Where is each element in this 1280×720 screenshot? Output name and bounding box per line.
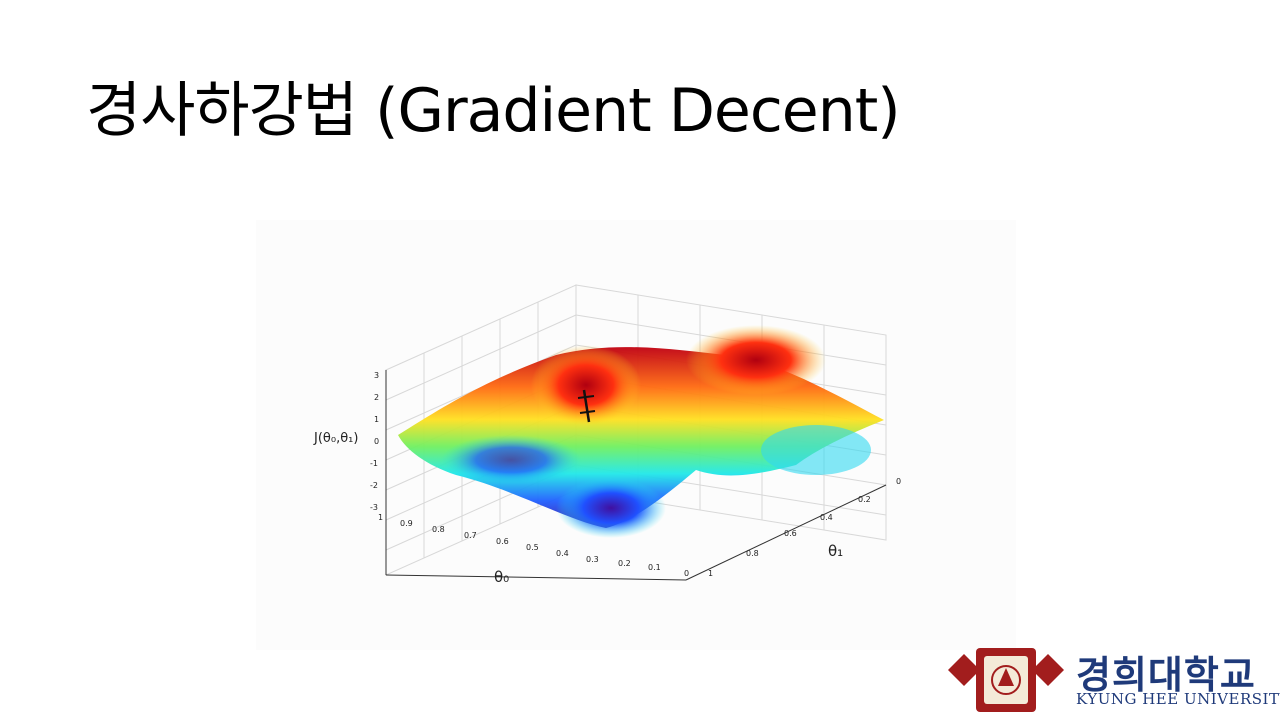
z-tick-label: -1	[370, 459, 378, 468]
z-tick-label: -3	[370, 503, 378, 512]
surface-plot-figure: 3 2 1 0 -1 -2 -3 1 0.9 0.8 0.7 0.6 0.5 0…	[256, 220, 1016, 650]
y-axis-ticks: 1 0.8 0.6 0.4 0.2 0	[708, 477, 901, 578]
x-tick-label: 0.9	[400, 519, 413, 528]
x-tick-label: 0.5	[526, 543, 539, 552]
y-tick-label: 1	[708, 569, 713, 578]
x-tick-label: 0.2	[618, 559, 631, 568]
slide-title: 경사하강법 (Gradient Decent)	[86, 76, 901, 146]
logo-name-en: KYUNG HEE UNIVERSITY	[1076, 690, 1280, 708]
x-tick-label: 0.6	[496, 537, 509, 546]
logo-name-ko: 경희대학교	[1076, 653, 1256, 697]
x-tick-label: 0.7	[464, 531, 477, 540]
x-tick-label: 0.8	[432, 525, 445, 534]
y-tick-label: 0.8	[746, 549, 759, 558]
z-tick-label: 2	[374, 393, 379, 402]
y-axis-label: θ₁	[828, 542, 843, 560]
y-tick-label: 0.4	[820, 513, 833, 522]
z-tick-label: 0	[374, 437, 379, 446]
emblem-icon	[948, 648, 1064, 712]
z-axis-label: J(θ₀,θ₁)	[313, 431, 358, 446]
z-tick-label: 3	[374, 371, 379, 380]
x-axis-label: θ₀	[494, 568, 509, 586]
x-tick-label: 0.1	[648, 563, 661, 572]
x-tick-label: 1	[378, 513, 383, 522]
y-tick-label: 0	[896, 477, 901, 486]
z-tick-label: 1	[374, 415, 379, 424]
x-tick-label: 0	[684, 569, 689, 578]
cost-surface	[398, 325, 884, 538]
x-tick-label: 0.3	[586, 555, 599, 564]
y-tick-label: 0.6	[784, 529, 797, 538]
x-tick-label: 0.4	[556, 549, 569, 558]
z-axis-ticks: 3 2 1 0 -1 -2 -3	[370, 371, 379, 512]
z-tick-label: -2	[370, 481, 378, 490]
university-logo: 경희대학교 KYUNG HEE UNIVERSITY	[944, 640, 1280, 716]
y-tick-label: 0.2	[858, 495, 871, 504]
surface-plot: 3 2 1 0 -1 -2 -3 1 0.9 0.8 0.7 0.6 0.5 0…	[313, 284, 901, 586]
x-axis-ticks: 1 0.9 0.8 0.7 0.6 0.5 0.4 0.3 0.2 0.1 0	[378, 513, 689, 578]
plot-axes	[385, 370, 887, 581]
